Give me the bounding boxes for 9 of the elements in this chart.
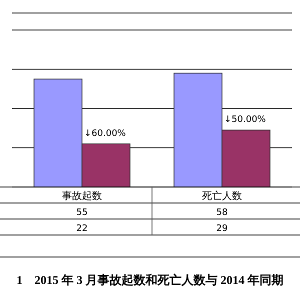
text: 1 2015 年 3 月事故起数和死亡人数与 2014 年同期 <box>16 273 284 287</box>
annotation: ↓50.00% <box>224 115 266 126</box>
data-label: 29 <box>216 224 228 234</box>
x-tick-label: 事故起数 <box>62 190 102 202</box>
data-label: 55 <box>76 208 88 218</box>
x-tick-label: 死亡人数 <box>202 190 242 202</box>
annotation: ↓60.00% <box>84 128 126 139</box>
data-label: 58 <box>216 208 228 218</box>
data-label: 22 <box>76 224 88 234</box>
